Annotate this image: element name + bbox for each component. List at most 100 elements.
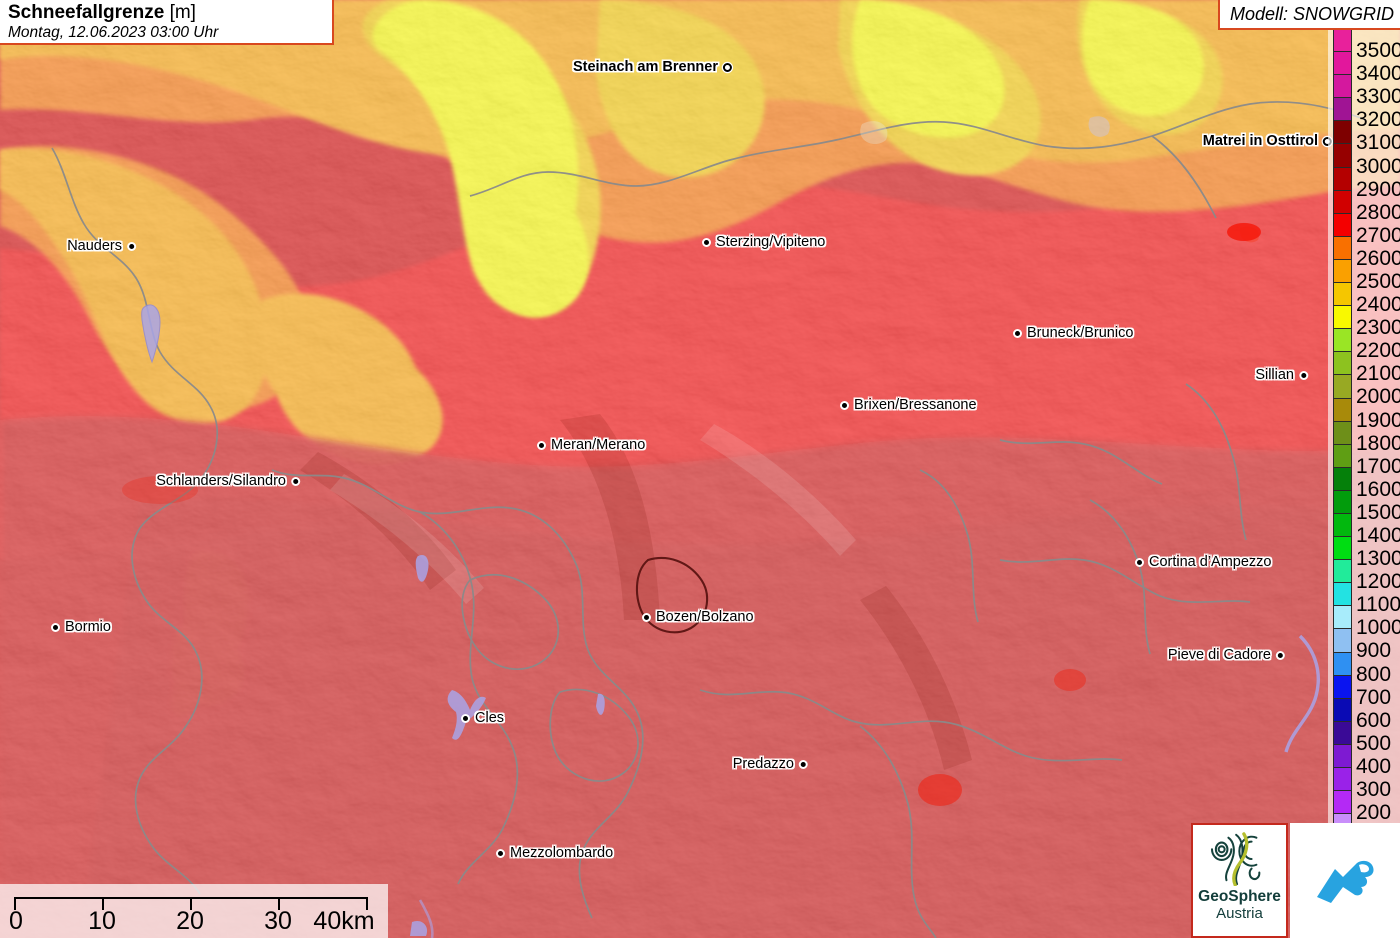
legend-entry[interactable]: 2600 <box>1328 235 1400 269</box>
city-marker-bruneck-brunico[interactable]: Bruneck/Brunico <box>1013 325 1133 341</box>
city-name-label: Sillian <box>1255 367 1294 383</box>
local-hotspots <box>122 223 1261 806</box>
legend-entry[interactable]: 3300 <box>1328 74 1400 107</box>
legend-color-swatch <box>1333 443 1352 467</box>
legend-entry[interactable]: 3500 <box>1328 28 1400 61</box>
legend-entry[interactable]: 1800 <box>1328 420 1400 454</box>
legend-color-swatch <box>1333 651 1352 675</box>
city-marker-nauders[interactable]: Nauders <box>67 238 136 254</box>
legend-color-swatch <box>1333 351 1352 375</box>
city-name-label: Schlanders/Silandro <box>156 473 286 489</box>
city-marker-bozen-bolzano[interactable]: Bozen/Bolzano <box>642 609 754 625</box>
city-name-label: Matrei in Osttirol <box>1202 133 1318 149</box>
city-marker-matrei-in-osttirol[interactable]: Matrei in Osttirol <box>1203 133 1332 149</box>
ridge-highlight <box>330 424 856 604</box>
legend-entry[interactable]: 2500 <box>1328 258 1400 292</box>
legend-entry[interactable]: 2000 <box>1328 374 1400 407</box>
legend-entry[interactable]: 400 <box>1328 743 1400 777</box>
legend-entry[interactable]: 1300 <box>1328 536 1400 569</box>
legend-value-label: 2300 <box>1356 316 1400 340</box>
legend-value-label: 2700 <box>1356 223 1400 247</box>
legend-entry[interactable]: 2100 <box>1328 351 1400 384</box>
legend-entry[interactable]: 600 <box>1328 697 1400 731</box>
legend-entry[interactable]: 700 <box>1328 674 1400 708</box>
legend-color-swatch <box>1333 790 1352 814</box>
legend-entry[interactable]: 1500 <box>1328 489 1400 523</box>
city-dot-icon <box>127 241 136 251</box>
city-marker-mezzolombardo[interactable]: Mezzolombardo <box>496 845 613 861</box>
legend-entry[interactable]: 1900 <box>1328 397 1400 431</box>
legend-value-label: 3100 <box>1356 131 1400 155</box>
legend-entry[interactable]: 2200 <box>1328 328 1400 361</box>
legend-color-swatch <box>1333 374 1352 398</box>
legend-color-swatch <box>1333 743 1352 767</box>
city-name-label: Cortina d’Ampezzo <box>1149 554 1272 570</box>
legend-color-swatch <box>1333 143 1352 167</box>
legend-entry[interactable]: 300 <box>1328 767 1400 800</box>
color-scale-legend[interactable]: 3500 3400 3300 3200 3100 3000 2900 2800 2700 2600… <box>1328 28 1400 846</box>
legend-entry[interactable]: 3100 <box>1328 120 1400 153</box>
legend-color-swatch <box>1333 582 1352 606</box>
scale-tick <box>102 899 104 910</box>
city-name-label: Nauders <box>67 238 122 254</box>
legend-entry[interactable]: 900 <box>1328 628 1400 661</box>
legend-entry[interactable]: 2400 <box>1328 282 1400 315</box>
legend-value-label: 2500 <box>1356 269 1400 293</box>
scale-tick-label: 30 <box>264 907 292 935</box>
geosphere-logo[interactable]: GeoSphere Austria <box>1191 823 1288 938</box>
legend-entry[interactable]: 3000 <box>1328 143 1400 177</box>
legend-value-label: 2200 <box>1356 339 1400 363</box>
legend-value-label: 2600 <box>1356 246 1400 270</box>
legend-value-label: 2000 <box>1356 385 1400 409</box>
legend-value-label: 2400 <box>1356 293 1400 317</box>
city-marker-sterzing-vipiteno[interactable]: Sterzing/Vipiteno <box>702 234 825 250</box>
legend-entry[interactable]: 1700 <box>1328 443 1400 477</box>
city-dot-icon <box>702 237 711 247</box>
city-marker-predazzo[interactable]: Predazzo <box>733 756 808 772</box>
legend-entry[interactable]: 800 <box>1328 651 1400 685</box>
legend-color-swatch <box>1333 697 1352 721</box>
city-marker-brixen-bressanone[interactable]: Brixen/Bressanone <box>840 397 977 413</box>
legend-entry[interactable]: 3400 <box>1328 51 1400 84</box>
legend-entry[interactable]: 3200 <box>1328 97 1400 130</box>
legend-entry[interactable]: 1100 <box>1328 582 1400 615</box>
city-marker-cortina-d-ampezzo[interactable]: Cortina d’Ampezzo <box>1135 554 1272 570</box>
city-name-label: Cles <box>475 710 505 726</box>
city-name-label: Steinach am Brenner <box>572 59 718 75</box>
city-marker-sillian[interactable]: Sillian <box>1255 367 1308 383</box>
legend-color-swatch <box>1333 466 1352 490</box>
scale-tick <box>190 899 192 910</box>
city-name-label: Mezzolombardo <box>510 845 614 861</box>
city-dot-icon <box>461 713 470 723</box>
legend-value-label: 3200 <box>1356 108 1400 132</box>
legend-entry[interactable]: 500 <box>1328 720 1400 754</box>
legend-entry[interactable]: 2700 <box>1328 212 1400 246</box>
legend-color-swatch <box>1333 51 1352 75</box>
tirol-logo[interactable] <box>1290 823 1400 938</box>
legend-entry[interactable]: 2300 <box>1328 305 1400 338</box>
legend-value-label: 1200 <box>1356 570 1400 594</box>
legend-entry[interactable]: 200 <box>1328 790 1400 823</box>
legend-entry[interactable]: 1200 <box>1328 559 1400 592</box>
scale-tick <box>366 899 368 910</box>
legend-entry[interactable]: 2800 <box>1328 189 1400 223</box>
legend-color-swatch <box>1333 282 1352 306</box>
legend-color-swatch <box>1333 489 1352 513</box>
legend-color-swatch <box>1333 536 1352 560</box>
legend-entry[interactable]: 1000 <box>1328 605 1400 638</box>
city-marker-pieve-di-cadore[interactable]: Pieve di Cadore <box>1168 647 1285 663</box>
legend-color-swatch <box>1333 605 1352 629</box>
city-marker-steinach-am-brenner[interactable]: Steinach am Brenner <box>573 59 732 75</box>
legend-entry[interactable]: 1400 <box>1328 512 1400 546</box>
legend-entry[interactable]: 1600 <box>1328 466 1400 500</box>
scale-tick-label: 0 <box>9 907 23 935</box>
city-marker-bormio[interactable]: Bormio <box>51 619 111 635</box>
city-dot-icon <box>1299 370 1308 380</box>
city-marker-schlanders-silandro[interactable]: Schlanders/Silandro <box>156 473 300 489</box>
city-dot-icon <box>799 759 808 769</box>
city-marker-meran-merano[interactable]: Meran/Merano <box>537 437 645 453</box>
legend-value-label: 3400 <box>1356 62 1400 86</box>
city-marker-cles[interactable]: Cles <box>461 710 504 726</box>
legend-entry[interactable]: 2900 <box>1328 166 1400 200</box>
